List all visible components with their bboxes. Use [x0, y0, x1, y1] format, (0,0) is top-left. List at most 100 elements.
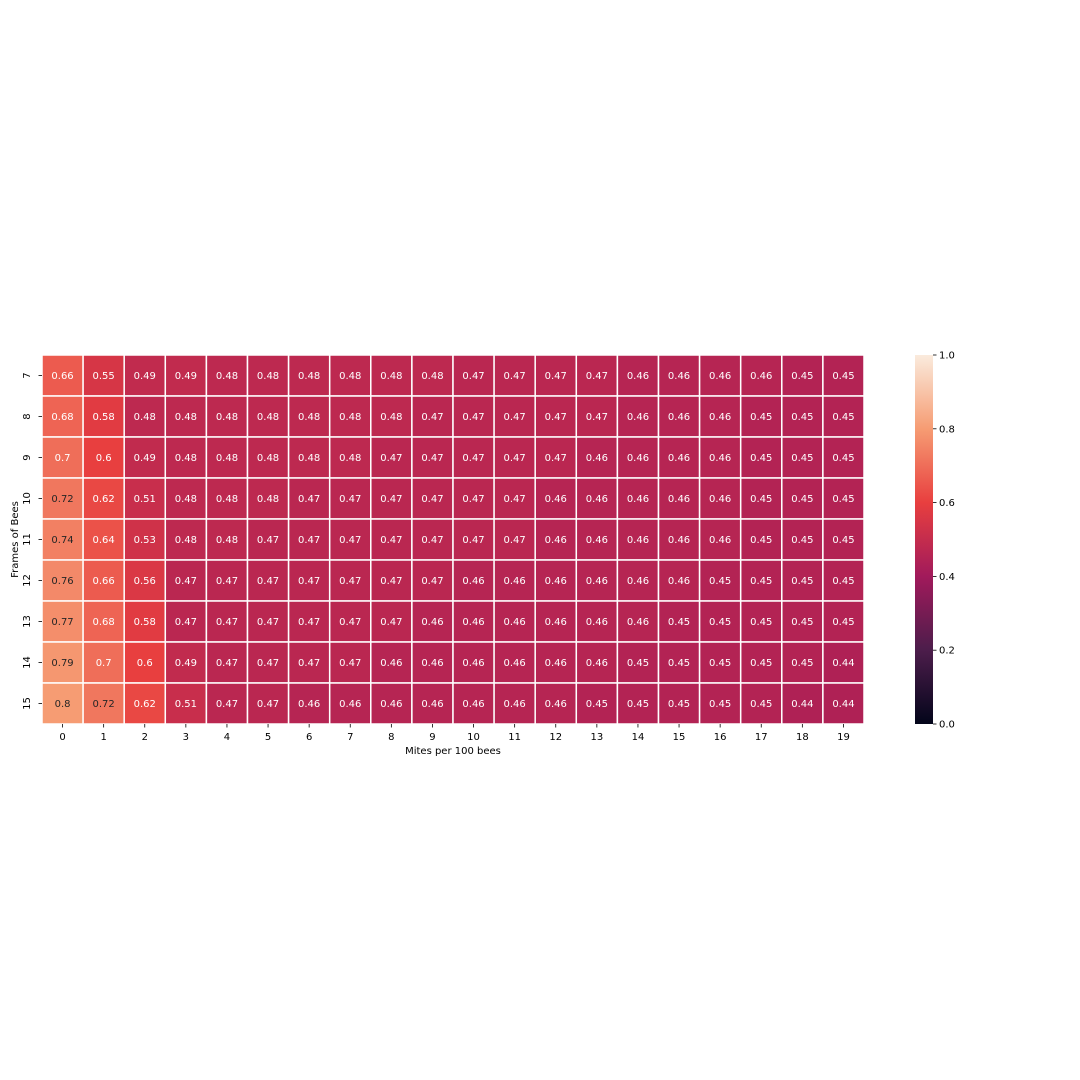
cell-value-label: 0.74 — [51, 535, 73, 546]
cell-value-label: 0.46 — [586, 658, 608, 669]
x-axis-ticks: 0 1 2 3 4 5 6 7 8 9 10 11 12 13 14 15 16 17 18 19 — [59, 724, 850, 743]
cell-value-label: 0.47 — [504, 494, 526, 505]
heatmap-cell — [657, 354, 701, 397]
cell-value-label: 0.46 — [586, 535, 608, 546]
cell-value-label: 0.47 — [175, 617, 197, 628]
cell-value-label: 0.47 — [504, 412, 526, 423]
heatmap-cell — [287, 600, 331, 643]
heatmap-cell — [205, 436, 249, 479]
cell-value-label: 0.45 — [709, 658, 731, 669]
cell-value-label: 0.45 — [832, 453, 854, 464]
cell-value-label: 0.76 — [51, 576, 73, 587]
heatmap-cell — [205, 518, 249, 561]
cell-value-label: 0.46 — [462, 576, 484, 587]
x-tick-label: 0 — [59, 732, 65, 743]
cell-value-label: 0.48 — [298, 412, 320, 423]
cell-value-label: 0.46 — [668, 535, 690, 546]
cell-value-label: 0.62 — [134, 699, 156, 710]
cell-value-label: 0.48 — [216, 494, 238, 505]
colorbar-tick-label: 1.0 — [939, 351, 955, 362]
cell-value-label: 0.47 — [421, 576, 443, 587]
cell-value-label: 0.46 — [668, 371, 690, 382]
cell-value-label: 0.46 — [750, 371, 772, 382]
heatmap-cell — [493, 354, 536, 397]
heatmap-cell — [657, 559, 701, 602]
heatmap-cell — [41, 477, 84, 520]
heatmap-cell — [82, 436, 125, 479]
heatmap-cell — [739, 477, 783, 520]
cell-value-label: 0.49 — [175, 371, 197, 382]
cell-value-label: 0.46 — [545, 699, 567, 710]
cell-value-label: 0.47 — [339, 658, 361, 669]
heatmap-cell — [452, 395, 495, 438]
y-tick-label: 8 — [22, 413, 33, 419]
cell-value-label: 0.53 — [134, 535, 156, 546]
cell-value-label: 0.45 — [791, 453, 813, 464]
cell-value-label: 0.45 — [750, 412, 772, 423]
heatmap-cell — [822, 682, 865, 725]
cell-value-label: 0.48 — [339, 453, 361, 464]
cell-value-label: 0.47 — [339, 576, 361, 587]
cell-value-label: 0.45 — [791, 412, 813, 423]
cell-value-label: 0.47 — [298, 658, 320, 669]
heatmap-cell — [698, 518, 742, 561]
cell-value-label: 0.48 — [339, 371, 361, 382]
cell-value-label: 0.47 — [380, 535, 402, 546]
heatmap-cell — [328, 559, 372, 602]
cell-value-label: 0.68 — [93, 617, 115, 628]
heatmap-cell — [370, 477, 413, 520]
heatmap-cell — [123, 641, 167, 684]
cell-value-label: 0.6 — [96, 453, 112, 464]
y-axis-label: Frames of Bees — [10, 501, 21, 578]
x-tick-label: 2 — [142, 732, 148, 743]
cell-value-label: 0.47 — [257, 699, 279, 710]
cell-value-label: 0.45 — [750, 699, 772, 710]
cell-value-label: 0.45 — [750, 453, 772, 464]
cell-value-label: 0.46 — [668, 494, 690, 505]
cell-value-label: 0.46 — [545, 658, 567, 669]
cell-value-label: 0.72 — [51, 494, 73, 505]
cell-value-label: 0.45 — [750, 658, 772, 669]
cell-value-label: 0.77 — [51, 617, 73, 628]
heatmap-cell — [575, 354, 619, 397]
cell-value-label: 0.47 — [298, 617, 320, 628]
cell-value-label: 0.46 — [545, 535, 567, 546]
heatmap-cell — [41, 682, 84, 725]
cell-value-label: 0.47 — [421, 412, 443, 423]
cell-value-label: 0.66 — [93, 576, 115, 587]
cell-value-label: 0.49 — [175, 658, 197, 669]
heatmap-cell — [287, 395, 331, 438]
x-tick-label: 5 — [265, 732, 271, 743]
heatmap-cell — [123, 559, 167, 602]
heatmap-cell — [822, 559, 865, 602]
x-tick-label: 13 — [590, 732, 603, 743]
cell-value-label: 0.46 — [421, 658, 443, 669]
cell-value-label: 0.7 — [96, 658, 112, 669]
cell-value-label: 0.46 — [668, 453, 690, 464]
cell-value-label: 0.46 — [627, 494, 649, 505]
cell-value-label: 0.47 — [216, 576, 238, 587]
cell-value-label: 0.48 — [216, 535, 238, 546]
cell-value-label: 0.45 — [627, 699, 649, 710]
cell-value-label: 0.45 — [668, 617, 690, 628]
heatmap-cell — [493, 477, 536, 520]
cell-value-label: 0.46 — [421, 617, 443, 628]
cell-value-label: 0.46 — [421, 699, 443, 710]
cell-value-label: 0.49 — [134, 453, 156, 464]
heatmap-cell — [616, 641, 660, 684]
heatmap-cell — [287, 641, 331, 684]
heatmap-cell — [411, 559, 454, 602]
heatmap-cell — [411, 641, 454, 684]
heatmap-cell — [616, 518, 660, 561]
heatmap-cell — [575, 600, 619, 643]
x-tick-label: 4 — [224, 732, 230, 743]
cell-value-label: 0.44 — [791, 699, 813, 710]
cell-value-label: 0.45 — [791, 617, 813, 628]
cell-value-label: 0.48 — [421, 371, 443, 382]
cell-value-label: 0.47 — [216, 658, 238, 669]
cell-value-label: 0.46 — [545, 494, 567, 505]
cell-value-label: 0.47 — [216, 699, 238, 710]
cell-value-label: 0.47 — [462, 535, 484, 546]
cell-value-label: 0.45 — [832, 535, 854, 546]
cell-value-label: 0.48 — [339, 412, 361, 423]
